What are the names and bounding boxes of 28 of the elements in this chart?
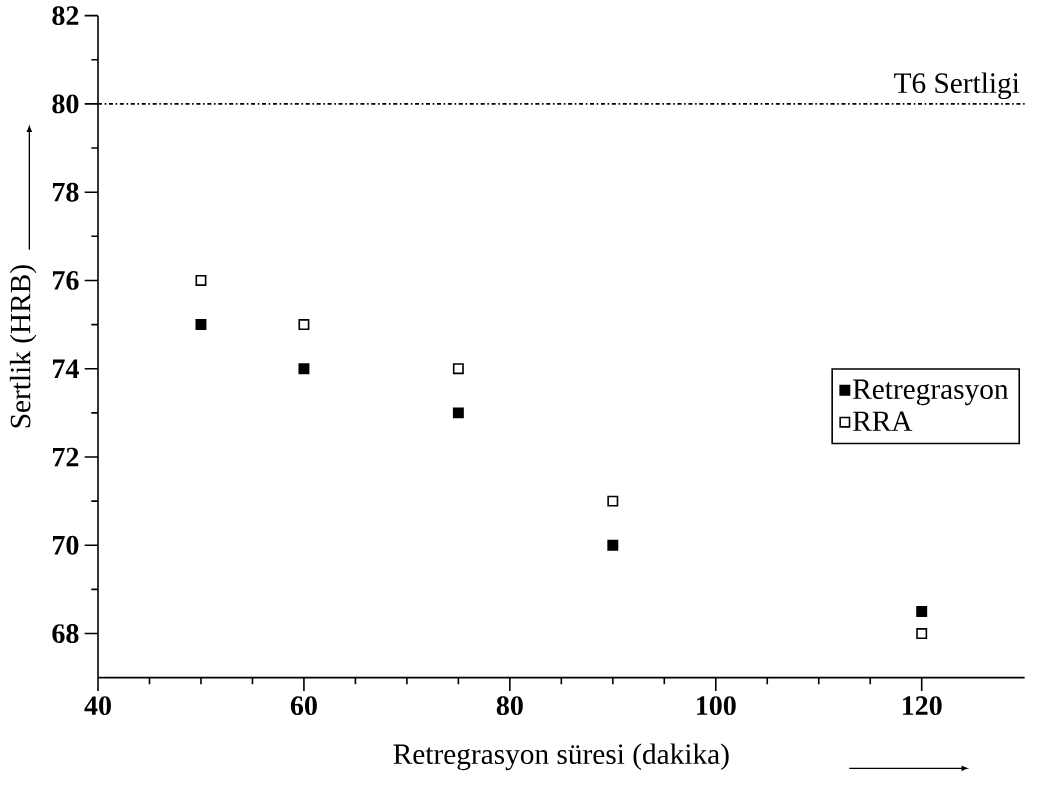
legend-label: RRA [853,411,913,431]
x-tick-label: 100 [697,696,736,716]
point [607,539,619,551]
y-tick-label: 68 [52,624,79,643]
y-tick-label: 76 [53,271,79,290]
x-axis-title: Retregrasyon süresi (dakika) [393,743,729,771]
point [452,407,464,419]
x-tick-label: 60 [290,696,317,716]
point [607,495,619,507]
legend-label: Retregrasyon [853,379,1009,406]
y-tick-label: 74 [53,359,79,378]
point [916,605,928,617]
x-tick-label: 40 [84,696,111,716]
y-axis-title: Sertlik (HRB) [9,265,37,428]
y-tick-label: 72 [53,447,79,467]
y-tick-label: 80 [52,94,79,114]
point [195,319,207,331]
point [298,319,310,331]
ref-line-label: T6 Sertligi [894,72,1020,100]
x-tick-label: 80 [496,696,523,716]
point [916,628,928,639]
point [298,363,310,375]
point [452,363,464,375]
y-tick-label: 78 [53,182,79,202]
point [195,274,207,286]
y-tick-label: 70 [53,535,79,555]
y-tick-label: 82 [52,6,79,26]
x-tick-label: 120 [902,696,942,716]
